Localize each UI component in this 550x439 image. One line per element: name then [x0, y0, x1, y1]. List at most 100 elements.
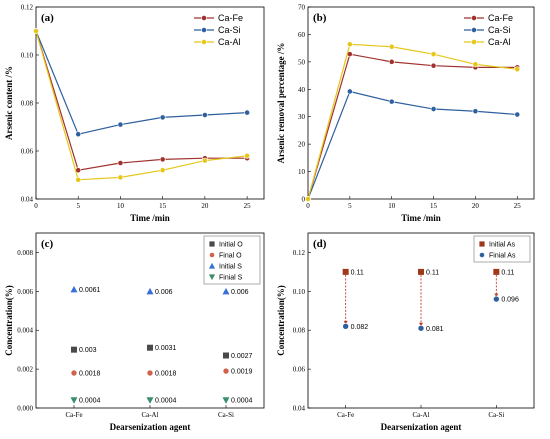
legend-entry: Initial O [219, 242, 243, 249]
data-label: 0.0031 [155, 345, 177, 352]
x-tick-label: 25 [514, 202, 522, 210]
plot-frame [307, 6, 535, 200]
data-point [159, 167, 166, 174]
y-tick-label: 0.12 [21, 4, 34, 12]
data-point [418, 268, 424, 275]
legend-entry: Ca-Si [218, 25, 241, 35]
legend-entry: Finial S [219, 275, 243, 282]
y-tick-label: 0.08 [293, 327, 306, 335]
y-tick-label: 20 [298, 141, 306, 149]
x-tick-label: Ca-Si [218, 411, 234, 419]
legend-entry: Finial As [489, 253, 516, 260]
data-label: 0.0018 [155, 371, 177, 378]
data-label: 0.081 [426, 326, 444, 333]
data-label: 0.0004 [79, 398, 101, 405]
data-point [305, 196, 311, 202]
x-axis-label: Time /min [130, 213, 170, 223]
x-tick-label: 15 [159, 202, 167, 210]
series-line [307, 43, 518, 200]
y-tick-label: 30 [298, 113, 306, 121]
data-point [388, 58, 395, 65]
data-point [75, 131, 82, 138]
data-point [430, 51, 437, 58]
x-tick-label: 0 [34, 202, 38, 210]
data-label: 0.003 [79, 347, 97, 354]
legend-entry: Initial S [219, 264, 242, 271]
data-label: 0.11 [426, 269, 439, 276]
y-tick-label: 0.10 [293, 288, 306, 296]
y-tick-label: 60 [298, 31, 306, 39]
x-axis-label: Dearsenization agent [381, 422, 462, 432]
series-line [35, 30, 248, 135]
x-axis-label: Dearsenization agent [110, 422, 191, 432]
x-tick-label: 0 [306, 202, 310, 210]
data-point [117, 121, 124, 128]
series-initial-s: 0.0061 0.006 0.006 [70, 285, 249, 296]
y-tick-label: 0.04 [293, 405, 306, 413]
series-finial-as: 0.082 0.081 0.096 [342, 295, 519, 333]
data-point [222, 367, 230, 375]
legend-entry: Ca-Fe [218, 13, 243, 23]
x-tick-label: 5 [348, 202, 352, 210]
y-tick-label: 0 [302, 196, 306, 204]
data-point [201, 157, 208, 164]
data-point [430, 106, 437, 112]
data-label: 0.006 [155, 289, 173, 296]
legend-marker [471, 39, 477, 45]
legend-entry: Final O [219, 253, 242, 260]
series-line [35, 30, 248, 171]
x-tick-label: 15 [430, 202, 438, 210]
series-ca-fe [33, 28, 251, 174]
y-axis-label: Arsenic removal percentage /% [276, 43, 286, 164]
data-point [146, 369, 154, 377]
legend-marker [209, 241, 215, 247]
data-label: 0.006 [231, 289, 249, 296]
data-point [342, 268, 349, 275]
panel-c: (c) 0.000 0.002 0.004 0.006 0.008 Ca-Fe Ca-Al Ca… [4, 232, 265, 432]
legend-marker [479, 241, 485, 247]
series-ca-al [33, 28, 251, 183]
legend-entry: Ca-Fe [488, 13, 513, 23]
legend-marker [479, 252, 485, 258]
panel-label: (b) [313, 12, 327, 24]
data-point [146, 287, 154, 295]
data-point [117, 160, 124, 166]
data-point [146, 397, 154, 404]
legend-marker [209, 252, 215, 258]
data-label: 0.11 [501, 269, 514, 276]
panel-b: (b) 0 10 20 30 40 50 60 70 0 5 10 15 20 25 Time /min Ars… [276, 4, 535, 223]
y-tick-label: 0.06 [293, 366, 306, 374]
legend-entry: Ca-Si [488, 25, 511, 35]
legend-entry: Initial As [489, 242, 516, 249]
y-tick-label: 0.10 [21, 52, 34, 60]
series-ca-fe [305, 51, 521, 202]
series-ca-si [305, 88, 521, 202]
panel-label: (c) [41, 238, 54, 250]
series-line [307, 90, 518, 200]
arrow-head [419, 322, 423, 327]
legend-marker [471, 15, 477, 21]
data-point [514, 66, 521, 73]
x-axis-label: Time /min [401, 213, 441, 223]
x-tick-label: 20 [472, 202, 480, 210]
panel-label: (a) [41, 12, 54, 24]
data-point [514, 111, 521, 118]
legend-marker [201, 27, 207, 33]
data-point [493, 295, 500, 303]
legend: Ca-Fe Ca-Si Ca-Al [464, 13, 513, 47]
y-tick-label: 0.002 [17, 366, 33, 374]
x-tick-label: Ca-Fe [65, 411, 82, 419]
panel-a: (a) 0.04 0.06 0.08 0.10 0.12 0 5 10 15 20 25 Time /m… [4, 4, 265, 223]
data-point [472, 61, 479, 68]
x-tick-label: Ca-Al [412, 411, 429, 419]
y-axis-label: Concentration(%) [276, 285, 286, 356]
series-line [307, 53, 518, 200]
series-ca-al [305, 41, 521, 202]
legend-marker [208, 262, 216, 269]
data-point [417, 324, 425, 332]
x-tick-label: 10 [388, 202, 396, 210]
plot-frame [35, 6, 265, 200]
data-point [346, 41, 353, 48]
data-point [201, 112, 208, 118]
